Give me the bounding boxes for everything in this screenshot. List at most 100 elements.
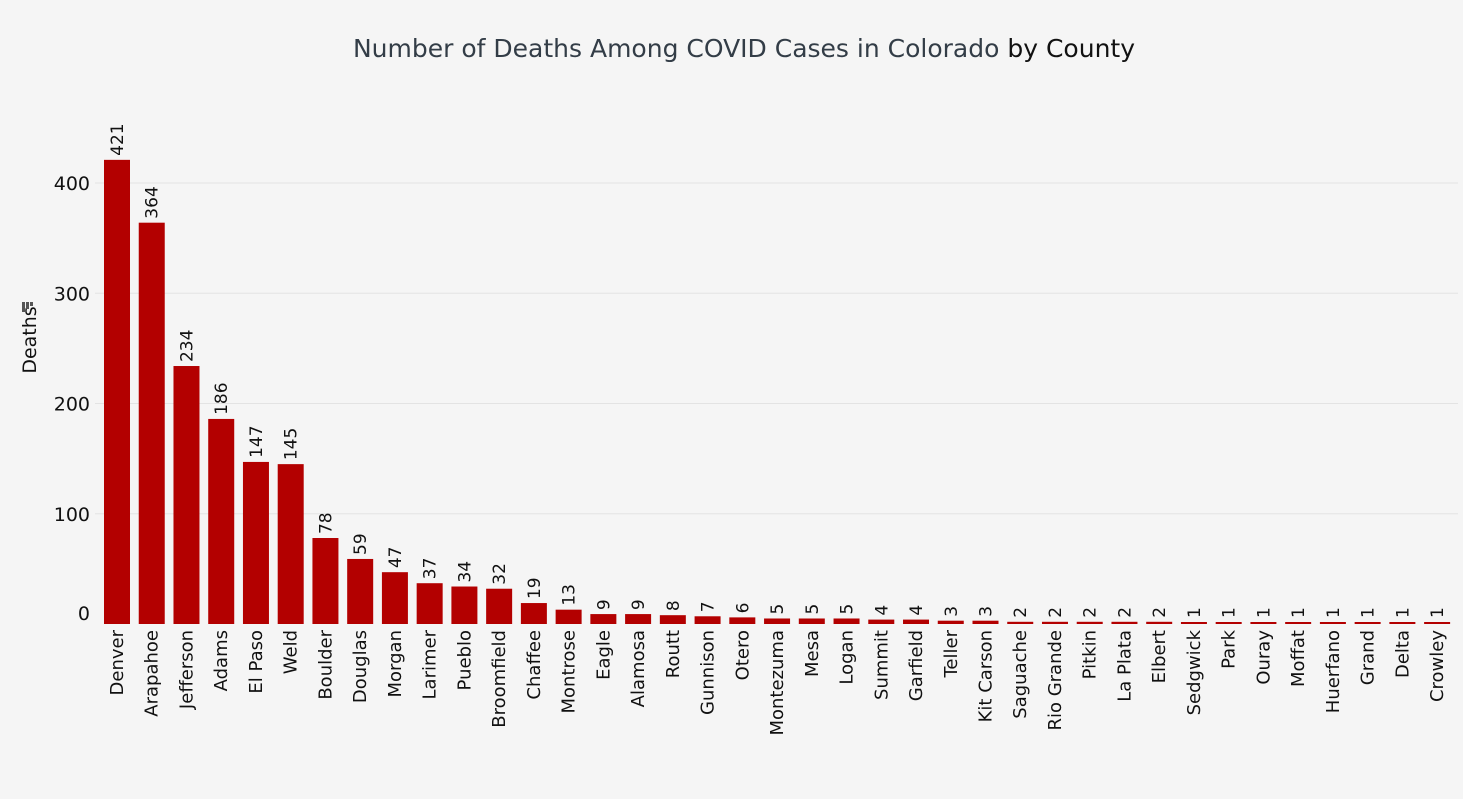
bar[interactable] (1041, 621, 1068, 624)
data-label: 1 (1393, 607, 1413, 618)
bar[interactable] (625, 614, 652, 624)
bar[interactable] (1007, 621, 1034, 624)
x-tick-label: Weld (281, 630, 302, 674)
bar[interactable] (972, 620, 999, 624)
x-tick-label: Routt (663, 630, 684, 678)
data-label: 1 (1359, 607, 1379, 618)
bar[interactable] (416, 583, 443, 624)
x-tick-label: Sedgwick (1184, 629, 1205, 715)
bar[interactable] (1215, 622, 1242, 624)
bar[interactable] (1285, 622, 1312, 624)
sort-icon[interactable] (22, 302, 33, 312)
y-tick-label: 300 (54, 283, 90, 305)
bar[interactable] (486, 588, 513, 624)
data-label: 2 (1046, 607, 1066, 618)
x-tick-label: Eagle (593, 630, 614, 680)
x-tick-label: Ouray (1253, 630, 1274, 685)
y-tick-label: 200 (54, 394, 90, 416)
data-label: 364 (143, 186, 163, 218)
x-tick-label: Arapahoe (142, 630, 163, 717)
data-label: 5 (838, 604, 858, 615)
x-tick-label: El Paso (246, 630, 267, 694)
data-label: 9 (594, 599, 614, 610)
data-label: 2 (1081, 607, 1101, 618)
x-tick-label: Jefferson (176, 630, 197, 710)
data-label: 147 (247, 425, 267, 457)
bar[interactable] (347, 558, 374, 624)
x-tick-label: Chaffee (524, 630, 545, 700)
x-tick-label: Gunnison (698, 630, 719, 715)
bar[interactable] (520, 603, 547, 624)
bar[interactable] (1424, 622, 1451, 624)
x-tick-label: Pitkin (1080, 630, 1101, 679)
bar[interactable] (1319, 622, 1346, 624)
x-tick-label: Grand (1358, 630, 1379, 685)
x-tick-label: Logan (837, 630, 858, 685)
bar[interactable] (173, 366, 200, 624)
bar[interactable] (381, 572, 408, 624)
bar[interactable] (1250, 622, 1277, 624)
x-tick-label: Mesa (802, 630, 823, 677)
bar[interactable] (104, 159, 130, 624)
x-tick-label: Rio Grande (1045, 630, 1066, 731)
x-tick-label: La Plata (1114, 630, 1135, 702)
bar[interactable] (1146, 621, 1173, 624)
bar[interactable] (659, 615, 686, 624)
x-tick-label: Broomfield (489, 630, 510, 728)
x-tick-label: Otero (732, 630, 753, 680)
data-label: 3 (942, 606, 962, 617)
data-label: 4 (907, 605, 927, 616)
bar[interactable] (1076, 621, 1103, 624)
data-label: 2 (1115, 607, 1135, 618)
bar[interactable] (312, 538, 339, 624)
bar[interactable] (138, 222, 165, 624)
data-label: 34 (455, 561, 475, 583)
bar[interactable] (833, 618, 860, 624)
x-tick-label: Larimer (420, 629, 441, 699)
y-axis-label: Deaths (19, 306, 41, 373)
chart-title-main: Number of Deaths Among COVID Cases in Co… (352, 34, 1000, 63)
x-tick-label: Elbert (1149, 630, 1170, 683)
x-tick-label: Garfield (906, 630, 927, 701)
data-label: 4 (872, 605, 892, 616)
bar[interactable] (277, 464, 304, 624)
data-label: 145 (282, 428, 302, 460)
data-label: 234 (177, 330, 197, 362)
bar[interactable] (1111, 621, 1138, 624)
data-label: 8 (664, 600, 684, 611)
bar[interactable] (451, 586, 478, 624)
data-label: 1 (1324, 607, 1344, 618)
bar[interactable] (555, 609, 582, 624)
x-tick-label: Kit Carson (976, 630, 997, 722)
bar[interactable] (937, 620, 964, 624)
data-label: 1 (1185, 607, 1205, 618)
bar[interactable] (694, 616, 721, 624)
data-label: 5 (803, 604, 823, 615)
bar[interactable] (242, 461, 269, 624)
x-tick-label: Saguache (1010, 630, 1031, 719)
bar[interactable] (798, 618, 825, 624)
bar[interactable] (764, 618, 791, 624)
data-label: 186 (212, 382, 232, 414)
data-label: 1 (1254, 607, 1274, 618)
bar[interactable] (729, 617, 756, 624)
bar[interactable] (868, 619, 895, 624)
bar[interactable] (903, 619, 930, 624)
data-label: 37 (421, 558, 441, 580)
bar[interactable] (1354, 622, 1381, 624)
x-tick-label: Morgan (385, 630, 406, 698)
bar[interactable] (208, 418, 235, 624)
x-tick-label: Boulder (315, 629, 336, 699)
bar[interactable] (590, 614, 617, 624)
x-tick-label: Alamosa (628, 630, 649, 707)
data-label: 7 (699, 601, 719, 612)
data-label: 32 (490, 563, 510, 585)
bar[interactable] (1389, 622, 1416, 624)
bar[interactable] (1180, 622, 1207, 624)
y-tick-label: 100 (54, 504, 90, 526)
x-tick-label: Park (1219, 629, 1240, 668)
data-label: 3 (977, 606, 997, 617)
x-tick-label: Moffat (1288, 630, 1309, 687)
data-label: 421 (108, 123, 128, 155)
data-label: 1 (1289, 607, 1309, 618)
